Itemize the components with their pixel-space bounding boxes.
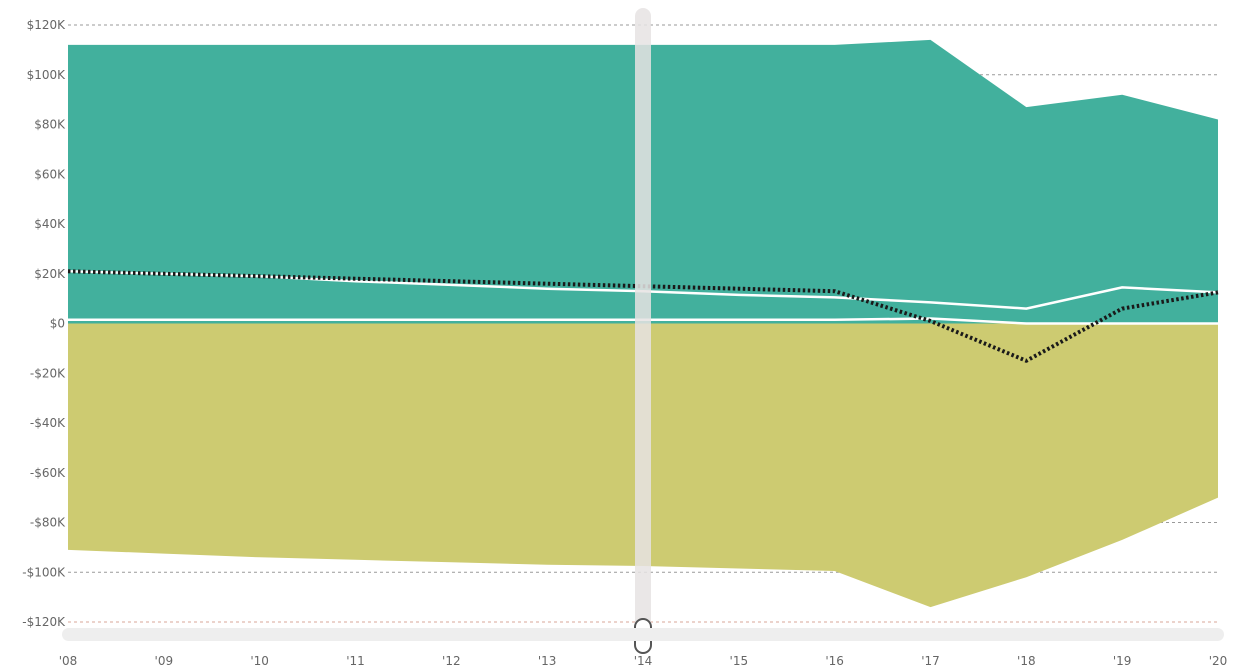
y-tick-label: $40K	[34, 217, 66, 231]
y-tick-label: -$100K	[22, 565, 66, 579]
y-tick-label: $100K	[27, 68, 67, 82]
x-tick-label: '15	[730, 654, 749, 668]
y-tick-label: -$20K	[30, 366, 66, 380]
y-tick-label: $20K	[34, 267, 66, 281]
x-tick-label: '13	[538, 654, 557, 668]
y-tick-label: -$60K	[30, 466, 66, 480]
y-tick-label: $120K	[27, 18, 67, 32]
time-slider[interactable]	[634, 8, 652, 654]
scrollbar-track[interactable]	[62, 628, 1224, 641]
x-tick-label: '14	[634, 654, 653, 668]
x-tick-label: '12	[442, 654, 461, 668]
x-tick-label: '09	[155, 654, 174, 668]
x-tick-label: '17	[921, 654, 940, 668]
horizontal-scrollbar[interactable]	[62, 628, 1224, 641]
x-tick-label: '16	[825, 654, 844, 668]
x-tick-label: '19	[1113, 654, 1132, 668]
x-tick-label: '11	[346, 654, 365, 668]
y-axis-tick-labels: $120K $100K $80K $60K $40K $20K $0 -$20K -$40K -$…	[22, 18, 66, 629]
y-tick-label: $0	[50, 317, 65, 331]
y-tick-label: -$40K	[30, 416, 66, 430]
x-tick-label: '20	[1209, 654, 1228, 668]
y-tick-label: -$120K	[22, 615, 66, 629]
x-tick-label: '18	[1017, 654, 1036, 668]
y-tick-label: $60K	[34, 167, 66, 181]
x-tick-label: '10	[250, 654, 269, 668]
x-tick-label: '08	[59, 654, 78, 668]
slider-track[interactable]	[635, 8, 651, 646]
x-axis-tick-labels: '08 '09 '10 '11 '12 '13 '14 '15 '16 '17 '18 '19 '20	[59, 654, 1228, 668]
y-tick-label: $80K	[34, 118, 66, 132]
y-tick-label: -$80K	[30, 516, 66, 530]
